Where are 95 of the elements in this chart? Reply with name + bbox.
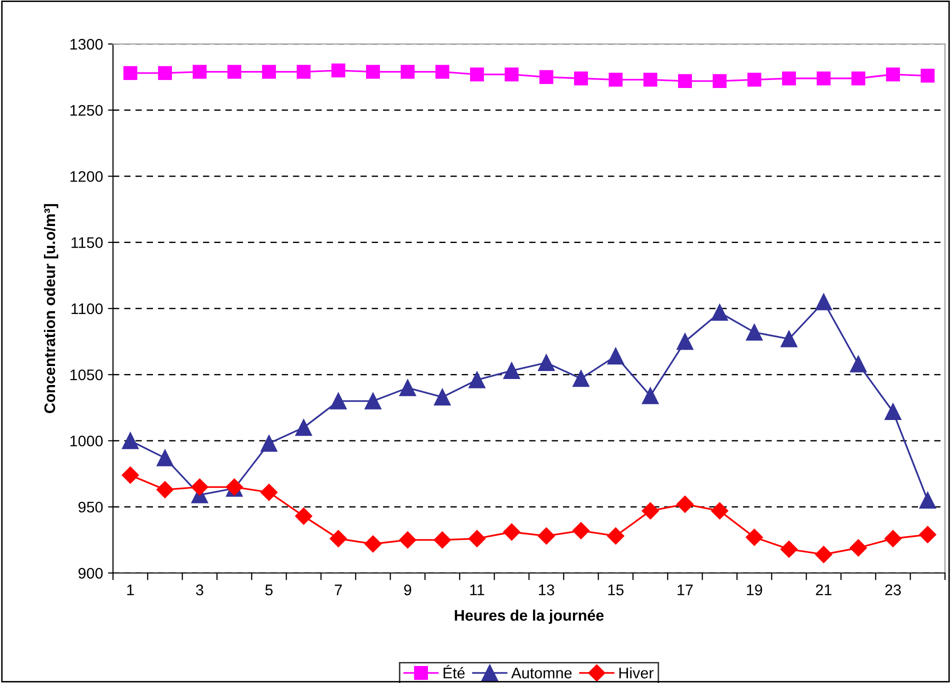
point [780, 540, 798, 558]
point [158, 66, 172, 80]
point [260, 484, 278, 501]
point [192, 64, 207, 79]
point [191, 478, 208, 496]
point [676, 496, 694, 513]
x-tick-label: 7 [334, 584, 342, 596]
x-tick-label: 19 [747, 584, 762, 596]
point [747, 72, 762, 87]
y-tick-label: 1000 [70, 436, 103, 446]
x-tick-label: 3 [196, 584, 204, 596]
point [156, 481, 174, 498]
point [886, 67, 900, 82]
point [331, 64, 346, 78]
x-tick-label: 9 [404, 584, 412, 596]
y-axis-title: Concentration odeur [u.o/m³] [44, 204, 58, 414]
point [572, 522, 590, 540]
point [884, 403, 902, 420]
point [851, 71, 866, 86]
point [434, 531, 451, 548]
point [538, 354, 555, 372]
point [122, 432, 139, 450]
point [122, 466, 139, 484]
point [399, 380, 416, 396]
point [468, 530, 486, 548]
point [712, 74, 727, 88]
point [295, 419, 312, 436]
x-tick-label: 21 [816, 584, 832, 596]
point [470, 67, 484, 82]
point [572, 370, 590, 387]
point [607, 527, 624, 545]
point [503, 362, 520, 379]
y-tick-label: 1100 [72, 303, 103, 314]
x-tick-label: 1 [127, 584, 134, 596]
point [815, 294, 832, 310]
point [364, 535, 382, 552]
x-tick-label: 17 [678, 584, 693, 596]
legend-label: Hiver [619, 667, 654, 678]
point [435, 64, 450, 79]
x-tick-label: 13 [539, 584, 554, 596]
point [643, 72, 658, 87]
point [608, 72, 623, 87]
point [399, 531, 416, 548]
point [123, 66, 138, 80]
x-axis-title: Heures de la journée [454, 609, 604, 624]
y-tick-label: 1300 [70, 38, 103, 50]
point [296, 64, 311, 79]
x-tick-label: 5 [265, 584, 273, 596]
y-tick-label: 1250 [70, 104, 103, 116]
point [156, 450, 174, 466]
point [366, 64, 380, 79]
point [434, 388, 451, 406]
point [815, 546, 832, 564]
point [504, 67, 519, 82]
point [919, 492, 936, 509]
point [782, 71, 796, 86]
point [642, 387, 659, 404]
point [676, 333, 694, 350]
point [642, 502, 659, 520]
point [260, 435, 278, 452]
x-tick-label: 11 [470, 584, 484, 596]
y-tick-label: 950 [78, 502, 103, 513]
point [538, 527, 555, 545]
point [295, 508, 312, 525]
x-tick-label: 15 [608, 584, 624, 596]
point [850, 539, 867, 556]
point [919, 526, 936, 544]
x-tick-label: 23 [885, 584, 901, 596]
point [364, 392, 382, 410]
point [227, 64, 242, 79]
point [816, 71, 831, 86]
point [884, 530, 902, 548]
point [468, 372, 486, 388]
point [539, 70, 554, 84]
point [607, 348, 624, 364]
point [850, 356, 867, 372]
legend-label: Été [444, 665, 465, 678]
point [746, 324, 763, 341]
y-tick-label: 900 [78, 568, 103, 579]
point [711, 304, 728, 321]
y-tick-label: 1050 [70, 369, 103, 380]
point [920, 68, 935, 83]
legend-label: Automne [511, 668, 572, 678]
point [400, 64, 415, 79]
y-tick-label: 1150 [72, 237, 103, 248]
point [330, 392, 347, 410]
y-tick-label: 1200 [70, 171, 103, 182]
point [711, 502, 728, 520]
point [780, 330, 798, 348]
point [503, 523, 520, 541]
point [330, 530, 347, 548]
point [746, 528, 763, 546]
point [678, 74, 692, 88]
point [262, 64, 276, 79]
point [574, 71, 588, 86]
